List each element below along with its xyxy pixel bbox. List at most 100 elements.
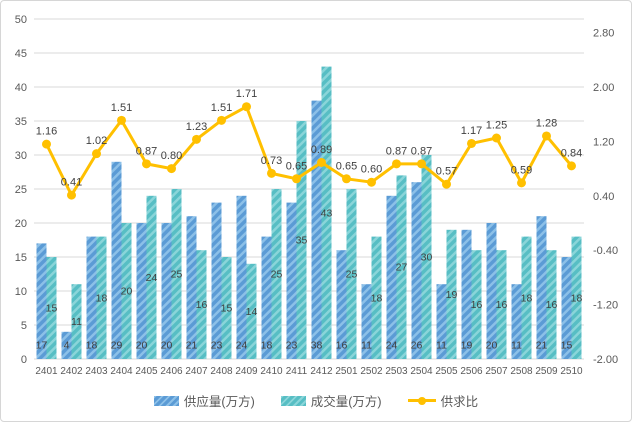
svg-text:16: 16: [336, 340, 348, 352]
svg-text:10: 10: [15, 286, 27, 298]
svg-text:18: 18: [86, 340, 98, 352]
svg-text:29: 29: [111, 340, 123, 352]
svg-text:0.57: 0.57: [436, 166, 457, 178]
svg-text:20: 20: [486, 340, 498, 352]
svg-text:1.25: 1.25: [486, 120, 507, 132]
svg-text:-2.00: -2.00: [593, 354, 618, 366]
svg-text:1.16: 1.16: [36, 126, 57, 138]
svg-text:1.17: 1.17: [461, 125, 482, 137]
svg-text:0.84: 0.84: [561, 147, 582, 159]
svg-text:1.28: 1.28: [536, 117, 557, 129]
svg-text:15: 15: [561, 340, 573, 352]
svg-text:11: 11: [436, 340, 447, 352]
svg-text:25: 25: [171, 269, 183, 281]
svg-text:2409: 2409: [235, 366, 258, 377]
svg-text:1.51: 1.51: [111, 102, 132, 114]
svg-text:19: 19: [461, 340, 473, 352]
svg-text:2402: 2402: [60, 366, 83, 377]
svg-text:0.65: 0.65: [286, 160, 307, 172]
svg-text:18: 18: [96, 292, 108, 304]
svg-text:16: 16: [546, 299, 558, 311]
svg-text:2406: 2406: [160, 366, 183, 377]
svg-text:2404: 2404: [110, 366, 133, 377]
svg-text:18: 18: [371, 292, 383, 304]
svg-text:-1.20: -1.20: [593, 300, 618, 312]
svg-text:18: 18: [261, 340, 273, 352]
legend-item-ratio: 供求比: [407, 391, 479, 410]
svg-text:2505: 2505: [435, 366, 458, 377]
svg-text:21: 21: [536, 340, 548, 352]
svg-text:0.65: 0.65: [336, 160, 357, 172]
svg-text:2405: 2405: [135, 366, 158, 377]
ratio-series-line-icon: [407, 396, 436, 405]
svg-text:2508: 2508: [510, 366, 533, 377]
svg-text:2509: 2509: [535, 366, 558, 377]
svg-text:4: 4: [64, 340, 70, 352]
svg-text:0.80: 0.80: [161, 150, 182, 162]
svg-text:1.02: 1.02: [86, 135, 107, 147]
svg-text:2401: 2401: [35, 366, 58, 377]
svg-text:11: 11: [71, 316, 82, 328]
svg-text:0.41: 0.41: [61, 177, 82, 189]
svg-text:2.00: 2.00: [593, 82, 614, 94]
svg-text:16: 16: [471, 299, 483, 311]
ratio-series-dot-icon: [417, 396, 426, 405]
svg-text:17: 17: [36, 340, 48, 352]
svg-text:30: 30: [421, 252, 433, 264]
svg-text:20: 20: [121, 286, 133, 298]
svg-text:2502: 2502: [360, 366, 383, 377]
demand-series-swatch-icon: [280, 395, 306, 406]
svg-text:11: 11: [511, 340, 522, 352]
svg-text:2410: 2410: [260, 366, 283, 377]
svg-text:2506: 2506: [460, 366, 483, 377]
svg-text:15: 15: [221, 303, 233, 315]
svg-text:26: 26: [411, 340, 423, 352]
svg-text:0: 0: [21, 354, 27, 366]
svg-text:24: 24: [386, 340, 398, 352]
svg-text:23: 23: [211, 340, 223, 352]
svg-text:2408: 2408: [210, 366, 233, 377]
svg-text:0.87: 0.87: [136, 145, 157, 157]
svg-text:11: 11: [361, 340, 372, 352]
svg-text:16: 16: [496, 299, 508, 311]
svg-text:40: 40: [15, 82, 27, 94]
svg-text:25: 25: [15, 184, 27, 196]
svg-text:20: 20: [136, 340, 148, 352]
svg-text:24: 24: [146, 272, 158, 284]
svg-text:50: 50: [15, 14, 27, 26]
svg-text:20: 20: [15, 218, 27, 230]
svg-text:0.60: 0.60: [361, 164, 382, 176]
svg-text:1.51: 1.51: [211, 102, 232, 114]
svg-text:25: 25: [271, 269, 283, 281]
svg-text:5: 5: [21, 320, 27, 332]
svg-text:1.20: 1.20: [593, 136, 614, 148]
svg-text:24: 24: [236, 340, 248, 352]
svg-text:0.59: 0.59: [511, 164, 532, 176]
svg-text:18: 18: [571, 292, 583, 304]
svg-text:38: 38: [311, 340, 323, 352]
svg-text:2504: 2504: [410, 366, 433, 377]
chart-legend: 供应量(万方) 成交量(万方) 供求比: [1, 391, 631, 410]
svg-text:0.40: 0.40: [593, 191, 614, 203]
supply-series-label: 供应量(万方): [183, 395, 255, 409]
svg-text:2501: 2501: [335, 366, 358, 377]
ratio-series-label: 供求比: [440, 395, 479, 409]
svg-text:2411: 2411: [286, 366, 308, 377]
svg-text:25: 25: [346, 269, 358, 281]
svg-text:19: 19: [446, 289, 458, 301]
svg-text:2407: 2407: [185, 366, 208, 377]
svg-text:18: 18: [521, 292, 533, 304]
svg-text:0.73: 0.73: [261, 155, 282, 167]
svg-text:30: 30: [15, 150, 27, 162]
svg-text:-0.40: -0.40: [593, 245, 618, 257]
svg-text:0.87: 0.87: [411, 145, 432, 157]
svg-text:2507: 2507: [485, 366, 508, 377]
demand-series-label: 成交量(万方): [310, 395, 382, 409]
svg-text:35: 35: [15, 116, 27, 128]
svg-text:0.89: 0.89: [311, 144, 332, 156]
svg-text:15: 15: [15, 252, 27, 264]
svg-text:23: 23: [286, 340, 298, 352]
svg-text:1.23: 1.23: [186, 121, 207, 133]
